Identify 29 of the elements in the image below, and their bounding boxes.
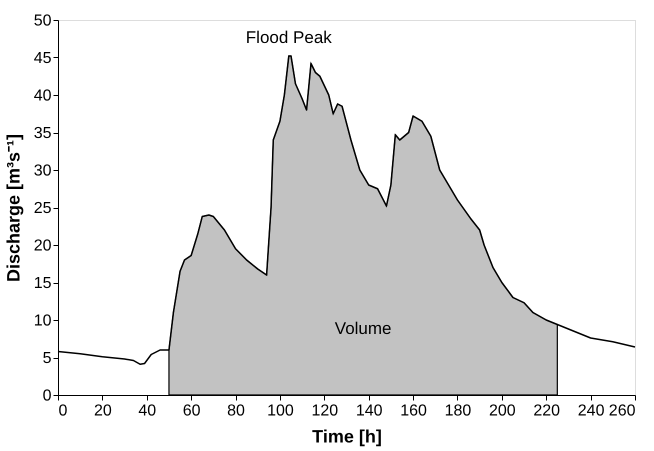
x-tick-label: 160 [400, 402, 428, 420]
y-axis-title: Discharge [m³s⁻¹] [4, 134, 24, 282]
y-tick-label: 25 [34, 200, 52, 217]
y-tick-label: 35 [34, 125, 52, 142]
y-tick-label: 15 [34, 275, 52, 292]
x-tick-label: 0 [58, 402, 68, 420]
y-tick-label: 5 [42, 350, 52, 367]
annotation: Flood Peak [246, 28, 332, 47]
x-tick-label: 120 [311, 402, 338, 420]
y-tick-label: 50 [34, 12, 52, 30]
x-tick-label: 140 [356, 402, 383, 420]
x-tick-label: 100 [267, 402, 294, 420]
x-tick-label: 60 [182, 402, 201, 420]
x-axis-title: Time [h] [312, 426, 382, 446]
x-tick-label: 220 [533, 402, 560, 420]
y-tick-label: 0 [42, 388, 52, 404]
y-tick-label: 10 [34, 312, 52, 330]
y-tick-label: 30 [34, 162, 52, 180]
x-tick-label: 20 [94, 402, 112, 420]
y-tick-label: 20 [34, 238, 52, 254]
x-tick-label: 80 [227, 402, 246, 420]
x-tick-label: 180 [444, 402, 472, 420]
x-tick-label: 240 [578, 402, 605, 420]
x-tick-label: 40 [138, 402, 156, 420]
x-tick-label: 200 [488, 402, 516, 420]
y-tick-label: 45 [34, 50, 52, 67]
x-tick-label: 260 [608, 402, 636, 420]
annotation: Volume [334, 319, 392, 338]
y-tick-label: 40 [34, 88, 52, 104]
